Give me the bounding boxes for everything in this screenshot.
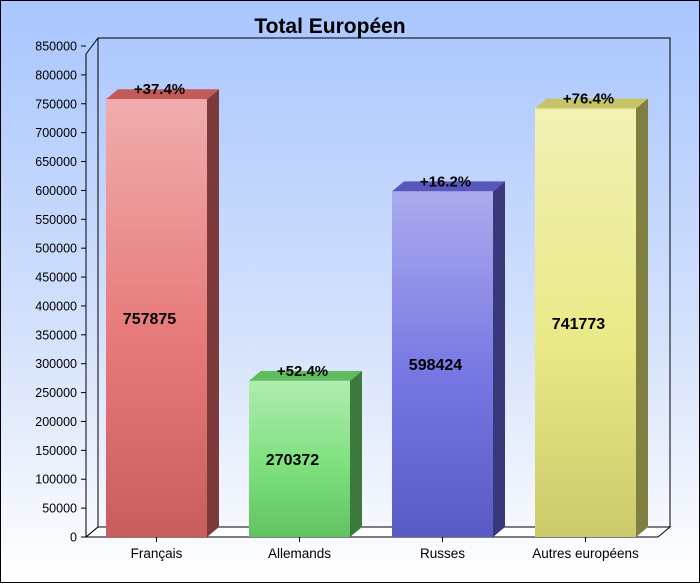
y-axis-top-edge [85, 37, 99, 55]
x-tick-label: Français [131, 546, 183, 561]
bar-top-face [106, 89, 219, 100]
y-tick-label: 500000 [35, 242, 77, 256]
bar-change-label: +37.4% [134, 81, 185, 98]
y-tick-label: 400000 [35, 299, 77, 313]
bar-3: +16.2% 598424 [392, 173, 505, 537]
bar-value-label: 598424 [409, 357, 462, 374]
bar-change-label: +16.2% [420, 173, 471, 190]
y-tick-label: 350000 [35, 328, 77, 342]
x-tick-label: Allemands [268, 546, 331, 561]
y-tick-label: 150000 [35, 444, 77, 458]
y-tick-label: 200000 [35, 415, 77, 429]
y-tick-label: 300000 [35, 357, 77, 371]
bar-side-face [350, 370, 362, 537]
bar-front-face [249, 380, 350, 537]
y-tick-label: 50000 [42, 502, 77, 516]
bar-side-face [636, 98, 648, 538]
x-tick-label: Autres européens [532, 546, 639, 561]
bar-front-face [392, 191, 493, 537]
bar-side-face [493, 181, 505, 537]
y-tick-label: 550000 [35, 213, 77, 227]
y-tick-label: 0 [70, 531, 77, 545]
bar-side-face [207, 89, 219, 538]
bar-change-label: +76.4% [563, 91, 614, 108]
y-axis: 0 50000 100000 150000 200000 250000 300000 3500… [35, 40, 86, 545]
chart-title: Total Européen [254, 15, 405, 38]
bar-1: +37.4% 757875 [106, 81, 219, 538]
y-tick-label: 250000 [35, 386, 77, 400]
bars: +37.4% 757875 +52.4% 270372 +16.2% 598424 +76.… [106, 81, 648, 538]
y-tick-label: 650000 [35, 155, 77, 169]
y-tick-label: 600000 [35, 184, 77, 198]
y-tick-label: 850000 [35, 40, 77, 54]
bar-front-face [106, 99, 207, 538]
y-tick-label: 450000 [35, 271, 77, 285]
y-tick-label: 700000 [35, 126, 77, 140]
bar-2: +52.4% 270372 [249, 363, 362, 537]
bar-front-face [535, 108, 636, 538]
x-tick-label: Russes [420, 546, 465, 561]
bar-value-label: 270372 [266, 452, 319, 469]
bar-4: +76.4% 741773 [535, 91, 648, 538]
bar-change-label: +52.4% [277, 363, 328, 380]
y-tick-label: 750000 [35, 97, 77, 111]
x-axis: Français Allemands Russes Autres européens [131, 537, 639, 561]
bar-top-face [392, 181, 505, 192]
bar-value-label: 757875 [123, 311, 176, 328]
plot-frame [84, 37, 672, 538]
bar-top-face [249, 370, 362, 381]
y-tick-label: 100000 [35, 473, 77, 487]
bar-value-label: 741773 [552, 316, 605, 333]
y-tick-label: 800000 [35, 68, 77, 82]
bar-top-face [535, 98, 648, 109]
